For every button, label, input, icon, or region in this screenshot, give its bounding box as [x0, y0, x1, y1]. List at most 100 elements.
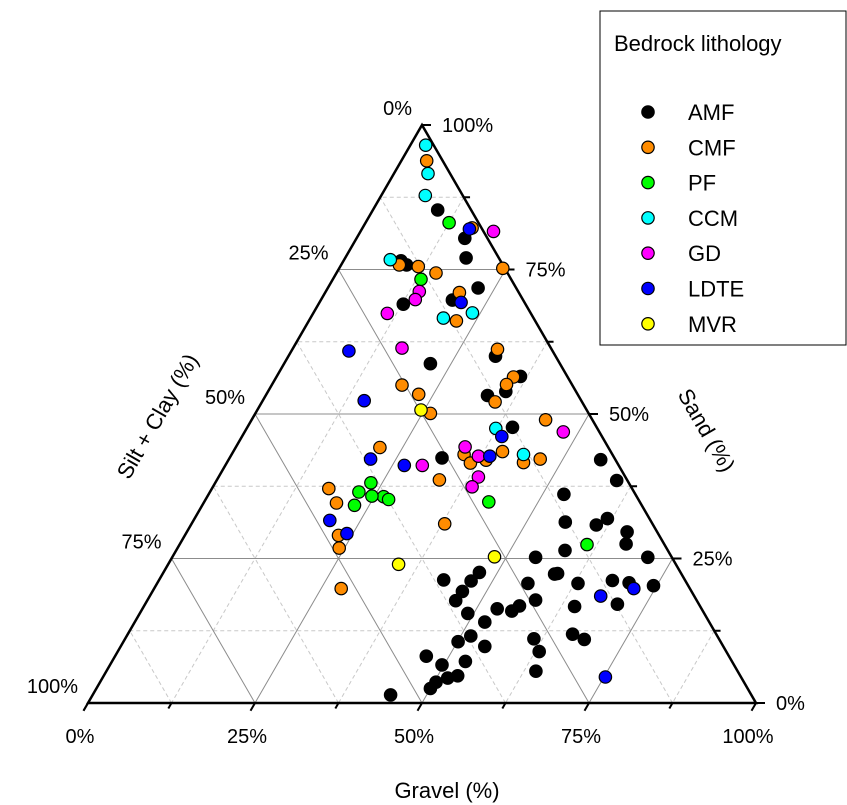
legend-marker-gd	[641, 246, 655, 260]
data-point-cmf	[321, 481, 336, 496]
data-point-ccm	[516, 447, 531, 462]
data-point-ldte	[357, 393, 371, 408]
data-point-amf	[600, 511, 615, 526]
silt-clay-tick-label: 100%	[27, 676, 78, 698]
data-point-amf	[505, 420, 520, 435]
data-point-ldte	[342, 344, 356, 358]
data-point-amf	[558, 515, 573, 529]
data-point-ccm	[421, 166, 435, 181]
legend-label-pf: PF	[688, 171, 716, 196]
data-point-cmf	[437, 516, 452, 531]
silt-clay-tick-label: 0%	[383, 98, 412, 120]
data-point-amf	[423, 356, 438, 371]
data-point-amf	[609, 473, 624, 488]
data-point-amf	[429, 675, 443, 689]
data-point-ldte	[494, 429, 509, 444]
data-point-gd	[380, 306, 395, 321]
grid-line-gravel	[171, 196, 465, 704]
data-point-gd	[395, 341, 409, 355]
grid-line-gravel	[421, 413, 590, 704]
grid-line-silt-clay	[338, 269, 590, 704]
legend-marker-pf	[641, 175, 655, 190]
data-point-ldte	[322, 513, 337, 528]
data-point-amf	[620, 525, 634, 539]
data-point-cmf	[373, 440, 387, 455]
legend-marker-ccm	[641, 211, 655, 225]
gravel-axis-title: Gravel (%)	[394, 778, 499, 803]
legend-marker-ldte	[641, 281, 655, 296]
data-point-cmf	[411, 387, 426, 402]
grid-line-silt-clay	[254, 413, 423, 704]
data-point-amf	[619, 537, 633, 551]
data-point-amf	[558, 543, 572, 558]
data-point-pf	[580, 537, 594, 552]
data-point-amf	[435, 658, 449, 672]
data-point-ccm	[418, 188, 433, 203]
tick-silt-clay	[125, 630, 131, 637]
sand-tick-label: 0%	[776, 693, 805, 715]
tick-gravel	[750, 702, 757, 712]
grid-line-silt-clay	[129, 630, 172, 704]
data-point-amf	[471, 281, 485, 295]
data-point-amf	[448, 593, 463, 608]
tick-silt-clay	[292, 341, 298, 348]
data-point-cmf	[499, 377, 514, 392]
data-point-pf	[381, 492, 396, 507]
data-point-cmf	[332, 541, 346, 555]
data-point-pf	[364, 475, 378, 490]
data-point-amf	[577, 632, 592, 647]
data-point-amf	[436, 573, 451, 587]
data-point-ccm	[418, 138, 433, 152]
data-point-amf	[567, 599, 582, 614]
data-point-amf	[455, 584, 470, 599]
legend-items: AMF CMF PF CCM GD LDTE MVR	[641, 100, 744, 337]
data-point-amf	[477, 615, 492, 629]
data-point-amf	[528, 593, 543, 607]
data-point-amf	[571, 576, 585, 591]
data-point-amf	[463, 629, 478, 643]
data-point-cmf	[495, 444, 510, 459]
legend-title: Bedrock lithology	[614, 31, 782, 56]
grid-line-silt-clay	[212, 485, 339, 704]
data-point-amf	[490, 601, 504, 616]
data-point-amf	[640, 550, 655, 565]
tick-silt-clay	[82, 702, 89, 712]
legend-marker-mvr	[641, 316, 655, 331]
legend-label-gd: GD	[688, 241, 721, 266]
legend-label-mvr: MVR	[688, 312, 737, 337]
legend-label-ldte: LDTE	[688, 277, 744, 302]
gravel-tick-label: 25%	[227, 726, 267, 748]
data-point-amf	[593, 452, 608, 467]
data-point-cmf	[329, 496, 344, 510]
tick-silt-clay	[376, 196, 382, 204]
data-point-amf	[383, 688, 398, 702]
data-point-cmf	[419, 154, 434, 168]
data-point-amf	[550, 566, 565, 581]
data-point-cmf	[334, 581, 348, 596]
tick-gravel	[668, 702, 674, 709]
data-point-amf	[521, 576, 535, 591]
sand-tick-label: 50%	[609, 404, 649, 426]
tick-gravel	[334, 702, 340, 709]
data-point-gd	[408, 292, 423, 307]
legend-label-ccm: CCM	[688, 206, 738, 231]
data-point-pf	[347, 498, 362, 513]
data-point-amf	[512, 599, 527, 613]
data-point-ldte	[482, 449, 497, 463]
data-point-gd	[458, 440, 472, 454]
data-point-amf	[532, 644, 546, 659]
legend: Bedrock lithology AMF CMF PF CCM GD LDTE MVR	[599, 10, 847, 346]
data-point-cmf	[490, 342, 505, 357]
data-point-amf	[450, 668, 465, 683]
data-point-gd	[465, 479, 479, 494]
data-point-pf	[442, 215, 456, 230]
data-point-amf	[646, 578, 661, 593]
tick-gravel	[583, 702, 590, 712]
data-point-cmf	[395, 378, 409, 392]
tick-gravel	[501, 702, 507, 709]
tick-silt-clay	[333, 268, 340, 278]
tick-gravel	[249, 702, 256, 712]
data-point-gd	[471, 449, 486, 463]
data-point-ldte	[397, 458, 412, 473]
data-point-ldte	[454, 295, 468, 310]
